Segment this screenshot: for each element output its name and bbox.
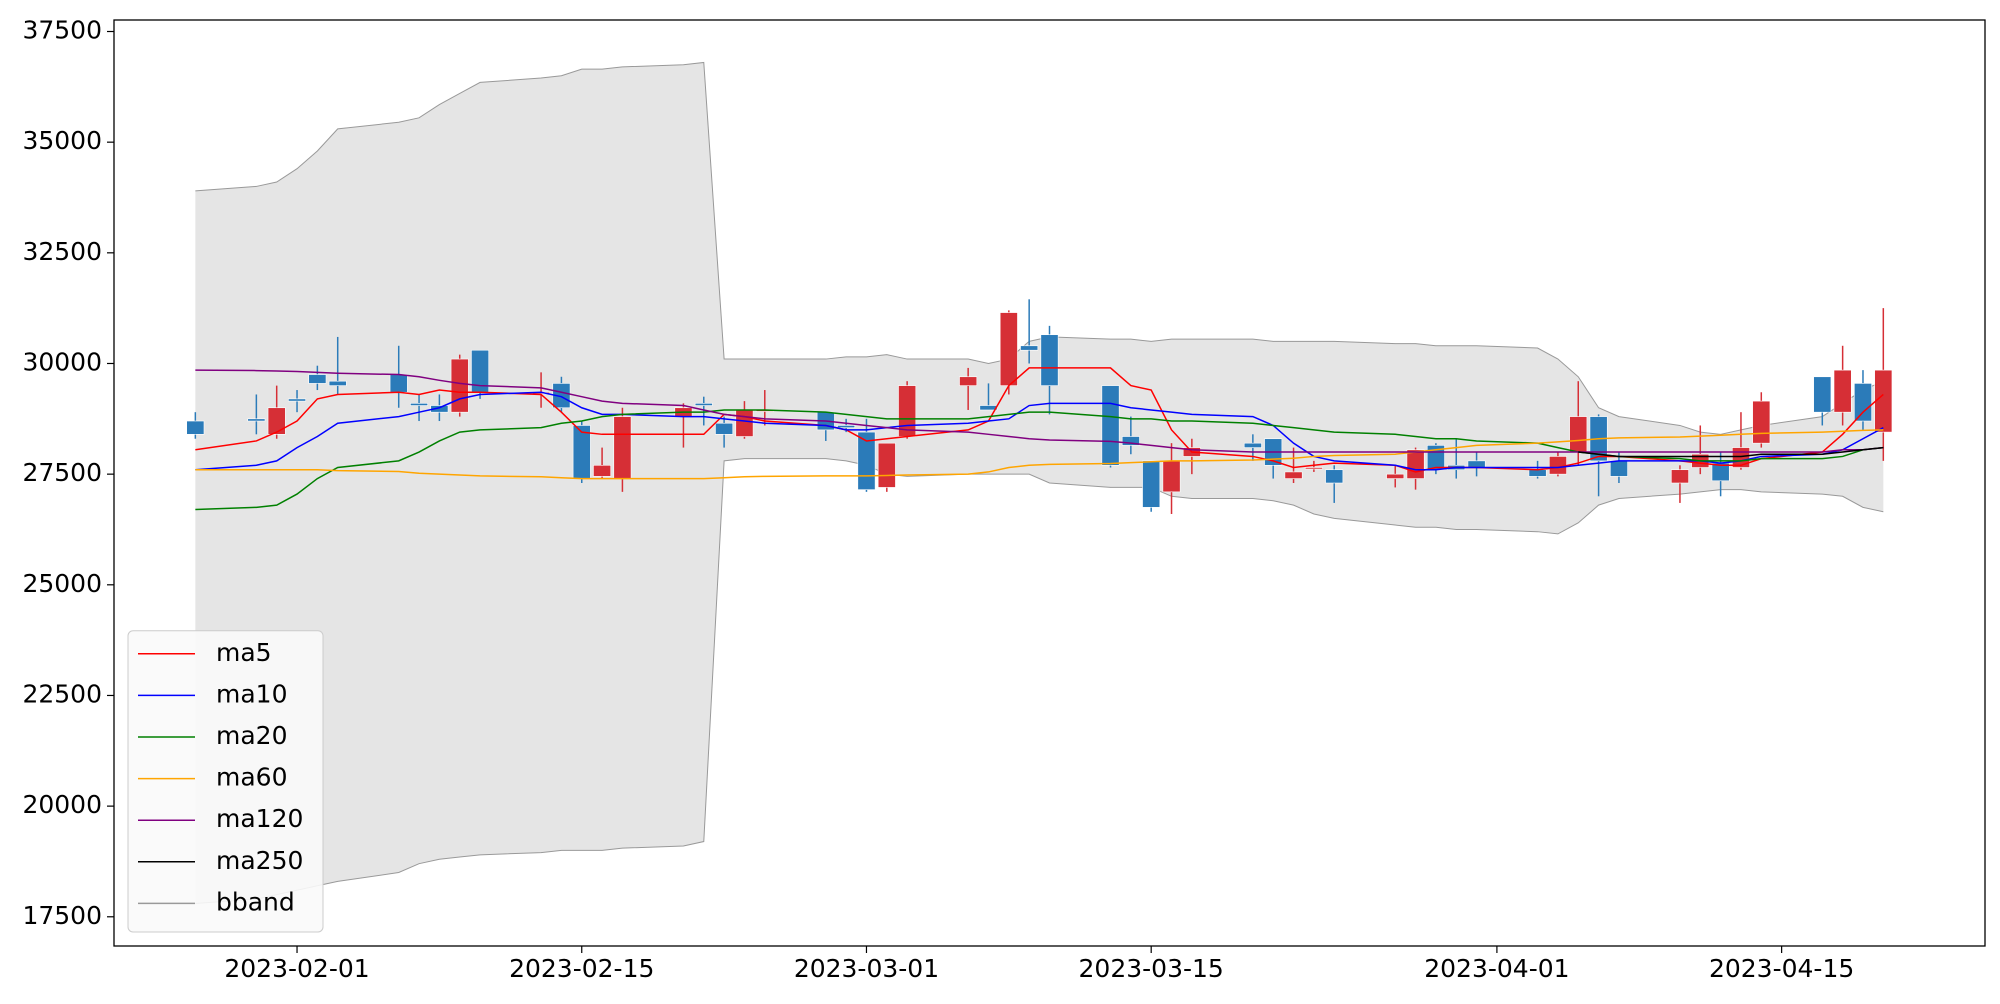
legend-label: ma250: [216, 846, 303, 875]
candle-body: [613, 416, 632, 479]
legend-label: ma5: [216, 638, 272, 667]
candle-body: [389, 374, 408, 393]
y-tick-label: 27500: [22, 458, 102, 487]
candle-body: [1752, 400, 1771, 444]
candle-body: [450, 358, 469, 413]
y-tick-label: 35000: [22, 126, 102, 155]
ma-line: [195, 369, 1884, 453]
legend-box: [127, 630, 324, 933]
candle-body: [410, 403, 428, 406]
candle-body: [1671, 469, 1689, 484]
y-tick-label: 37500: [22, 16, 102, 45]
candle-body: [1243, 442, 1262, 448]
candle-body: [837, 425, 856, 428]
ma-line: [1578, 446, 1884, 458]
y-tick-label: 25000: [22, 569, 102, 598]
candle-body: [694, 403, 713, 406]
candle-body: [877, 442, 896, 488]
y-tick-label: 20000: [22, 790, 102, 819]
legend-label: ma10: [216, 679, 287, 708]
candle-body: [1325, 469, 1344, 484]
candle-body: [1040, 334, 1059, 386]
candle-body: [1467, 460, 1486, 468]
x-tick-label: 2023-03-15: [1079, 954, 1224, 983]
candle-body: [430, 405, 449, 413]
bband-upper: [195, 61, 1884, 435]
candle-body: [1833, 369, 1852, 413]
candle-body: [328, 380, 347, 386]
ma-line: [195, 429, 1884, 480]
x-tick-label: 2023-02-15: [509, 954, 654, 983]
candle-body: [186, 420, 205, 435]
bband-fill: [195, 62, 1884, 904]
x-tick-label: 2023-02-01: [224, 954, 369, 983]
x-tick-label: 2023-04-01: [1424, 954, 1569, 983]
candle-body: [1304, 467, 1323, 470]
candle-body: [267, 407, 286, 435]
y-tick-label: 30000: [22, 347, 102, 376]
candle-body: [735, 409, 754, 437]
ma-line: [195, 367, 1884, 473]
candle-body: [959, 376, 978, 386]
x-tick-label: 2023-04-15: [1709, 954, 1854, 983]
bband-lower: [195, 458, 1884, 905]
candle-body: [593, 464, 612, 477]
candle-body: [552, 383, 571, 409]
candle-body: [1162, 460, 1181, 493]
candle-body: [1609, 460, 1628, 477]
candle-body: [1142, 460, 1161, 508]
candle-body: [1020, 345, 1039, 351]
candle-body: [1874, 369, 1893, 433]
candle-body: [1101, 385, 1120, 466]
legend-label: ma20: [216, 721, 287, 750]
candle-body: [1548, 456, 1567, 475]
candle-body: [308, 374, 327, 384]
y-tick-label: 17500: [22, 901, 102, 930]
legend-label: ma60: [216, 763, 287, 792]
ma-line: [195, 391, 1884, 471]
candle-body: [999, 312, 1018, 386]
candle-body: [1569, 416, 1588, 453]
candle-body: [1528, 469, 1547, 477]
plot-frame: [113, 19, 1986, 947]
legend-label: ma120: [216, 804, 303, 833]
candle-body: [1284, 471, 1303, 479]
x-tick-label: 2023-03-01: [794, 954, 939, 983]
y-tick-label: 22500: [22, 679, 102, 708]
candle-body: [715, 422, 734, 435]
candle-body: [1813, 376, 1832, 413]
candle-body: [1386, 473, 1405, 479]
candle-body: [1121, 436, 1140, 446]
legend-label: bband: [216, 887, 295, 916]
candle-body: [979, 405, 998, 411]
y-tick-label: 32500: [22, 237, 102, 266]
candle-body: [1854, 383, 1872, 422]
candle-body: [288, 398, 306, 402]
candle-body: [247, 418, 266, 422]
candle-body: [1406, 449, 1425, 479]
